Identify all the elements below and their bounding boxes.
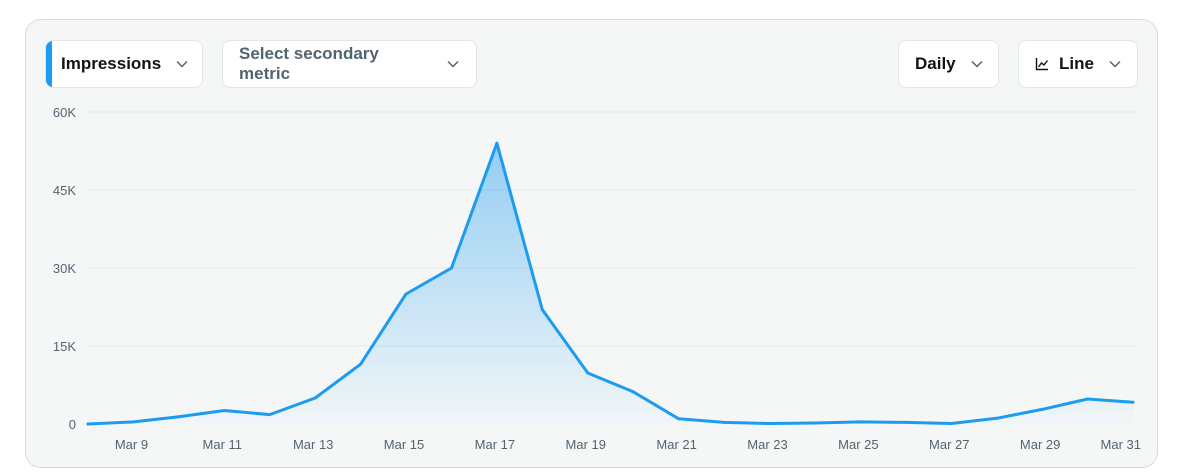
data-point: [222, 409, 226, 412]
y-tick-label: 0: [69, 417, 76, 432]
interval-label: Daily: [915, 54, 956, 73]
interval-dropdown[interactable]: Daily: [898, 40, 999, 88]
secondary-metric-dropdown[interactable]: Select secondary metric: [222, 40, 477, 88]
data-point: [177, 415, 181, 419]
x-tick-label: Mar 31: [1101, 437, 1141, 452]
data-point: [813, 421, 817, 425]
data-point: [450, 266, 453, 270]
y-tick-label: 30K: [53, 261, 76, 276]
x-tick-label: Mar 15: [384, 437, 424, 452]
data-points: [86, 141, 1135, 426]
x-tick-label: Mar 25: [838, 437, 878, 452]
y-axis-ticks: 0 15K 30K 45K 60K: [53, 105, 76, 432]
impressions-line: [86, 141, 1135, 426]
data-point: [631, 390, 635, 394]
data-point: [858, 420, 862, 424]
data-point: [904, 420, 908, 424]
x-axis-ticks: Mar 9 Mar 11 Mar 13 Mar 15 Mar 17 Mar 19 Mar 2…: [115, 437, 1141, 452]
y-tick-label: 60K: [53, 105, 76, 120]
x-tick-label: Mar 23: [747, 437, 787, 452]
x-tick-label: Mar 17: [475, 437, 515, 452]
data-point: [359, 362, 363, 366]
data-point: [1040, 407, 1044, 411]
primary-metric-accent-bar: [46, 41, 52, 87]
line-chart-icon: [1035, 57, 1049, 71]
primary-metric-label: Impressions: [61, 54, 162, 73]
x-tick-label: Mar 19: [566, 437, 606, 452]
chart-type-label: Line: [1059, 54, 1094, 73]
chevron-down-icon: [446, 57, 460, 71]
data-point: [404, 292, 408, 296]
data-point: [268, 413, 272, 417]
data-point: [677, 417, 681, 421]
chart-type-dropdown[interactable]: Line: [1018, 40, 1138, 88]
x-tick-label: Mar 11: [203, 437, 243, 452]
data-point: [949, 422, 953, 425]
y-tick-label: 45K: [53, 183, 76, 198]
data-point: [495, 141, 499, 145]
x-tick-label: Mar 9: [115, 437, 148, 452]
data-point: [768, 422, 771, 425]
data-point: [586, 371, 590, 375]
secondary-metric-label: Select secondary metric: [239, 44, 379, 83]
x-tick-label: Mar 27: [929, 437, 969, 452]
x-tick-label: Mar 13: [293, 437, 333, 452]
y-tick-label: 15K: [53, 339, 76, 354]
chevron-down-icon: [1108, 57, 1122, 71]
data-point: [86, 422, 90, 426]
data-point: [540, 308, 544, 312]
chevron-down-icon: [970, 57, 984, 71]
grid-lines: [86, 111, 1136, 347]
data-point: [131, 420, 135, 424]
x-tick-label: Mar 29: [1020, 437, 1060, 452]
primary-metric-dropdown[interactable]: Impressions: [45, 40, 203, 88]
x-tick-label: Mar 21: [656, 437, 696, 452]
data-point: [313, 396, 317, 400]
chevron-down-icon: [175, 57, 189, 71]
data-point: [995, 416, 999, 420]
data-point: [1131, 400, 1135, 404]
data-point: [1086, 397, 1090, 401]
data-point: [722, 420, 726, 424]
